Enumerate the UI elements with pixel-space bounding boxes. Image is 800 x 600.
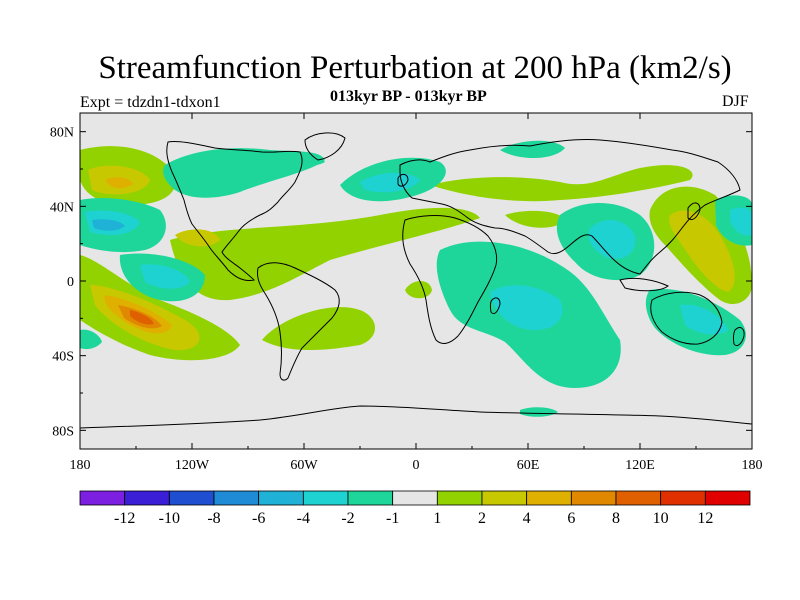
positive-patch-atlantic [175,229,220,247]
coastline-greenland [304,132,346,161]
negative-patch-greenland [290,152,325,166]
colorbar-label: -2 [341,510,354,527]
positive-band-south-america [262,307,375,350]
coastline-africa [402,215,498,344]
coastline-uk [397,173,409,187]
colorbar-label: -4 [297,510,310,527]
negative-core-northeast-pacific-2 [92,219,125,231]
x-tick-label: 0 [413,458,420,473]
positive-band-tropical-atlantic [170,207,480,301]
colorbar-label: -6 [252,510,265,527]
coastline-indonesia [619,277,669,292]
negative-patch-south-pacific [80,329,102,350]
colorbar-swatch [704,490,751,506]
positive-patch-siberia [430,165,693,202]
colorbar-label: -1 [386,510,399,527]
colorbar-swatch [347,490,394,506]
coastlines [80,132,752,429]
colorbar-swatch [392,490,438,506]
colorbar-label: -8 [207,510,220,527]
colorbar-swatch [124,490,170,506]
chart-subtitle: 013kyr BP - 013kyr BP [330,88,487,105]
positive-core-west-pacific [669,210,735,292]
negative-core-date-line [730,207,752,236]
coastline-south-america [257,262,340,381]
x-tick-label: 180 [742,458,763,473]
coastline-eurasia [399,138,741,275]
colorbar-label: 1 [433,510,441,527]
colorbar-swatch [570,490,617,506]
coastline-antarctica [80,405,752,429]
negative-band-north-america [163,148,325,198]
season-label: DJF [722,93,749,110]
colorbar-swatch [302,490,349,506]
axes-layer: 180 120W 60W 0 60E 120E 180 80N 40N 0 40S 80S [50,113,763,473]
colorbar: -12 -10 -8 -6 -4 -2 -1 1 2 4 6 8 10 12 [79,490,751,527]
coastline-australia [650,291,723,345]
negative-core-central-pacific [140,264,190,289]
x-tick-label: 60E [517,458,540,473]
x-tick-label: 120W [175,458,210,473]
x-tick-label: 180 [70,458,91,473]
coastline-madagascar [489,297,501,315]
colorbar-label: 2 [478,510,486,527]
positive-core-south-pacific-4 [130,310,154,325]
colorbar-label: 10 [653,510,669,527]
x-tick-label: 60W [290,458,318,473]
y-tick-label: 40S [52,350,74,365]
experiment-label: Expt = tdzdn1-tdxon1 [80,94,221,111]
coastline-north-america [166,141,303,281]
colorbar-swatch [213,490,260,506]
colorbar-label: 4 [523,510,531,527]
colorbar-label: 12 [697,510,713,527]
coastline-japan [687,202,701,221]
negative-core-east-asia [588,219,636,259]
negative-core-australia [680,304,728,335]
negative-patch-antarctic [520,407,558,417]
colorbar-label: 6 [567,510,575,527]
colorbar-label: -10 [159,510,180,527]
colorbar-swatch [436,490,483,506]
y-tick-label: 0 [67,275,74,290]
x-tick-label: 120E [625,458,655,473]
colorbar-swatch [258,490,304,506]
chart-title: Streamfunction Perturbation at 200 hPa (… [98,50,732,86]
negative-core-atlantic [360,172,420,193]
y-tick-label: 40N [50,200,74,215]
negative-core-indian-ocean [490,285,563,330]
colorbar-swatch [615,490,662,506]
colorbar-swatch [79,490,126,506]
colorbar-swatch [168,490,215,506]
y-tick-label: 80S [52,424,74,439]
contour-fill-layer [80,140,752,417]
positive-patch-africa [405,281,432,299]
colorbar-swatch [526,490,572,506]
colorbar-swatch [481,490,528,506]
coastline-new-zealand [732,327,745,347]
positive-core-north-pacific-inner [105,177,133,189]
colorbar-swatch [660,490,706,506]
colorbar-label: -12 [114,510,135,527]
positive-patch-europe [290,231,330,247]
y-tick-label: 80N [50,126,74,141]
positive-patch-arabia [505,210,565,228]
colorbar-label: 8 [612,510,620,527]
